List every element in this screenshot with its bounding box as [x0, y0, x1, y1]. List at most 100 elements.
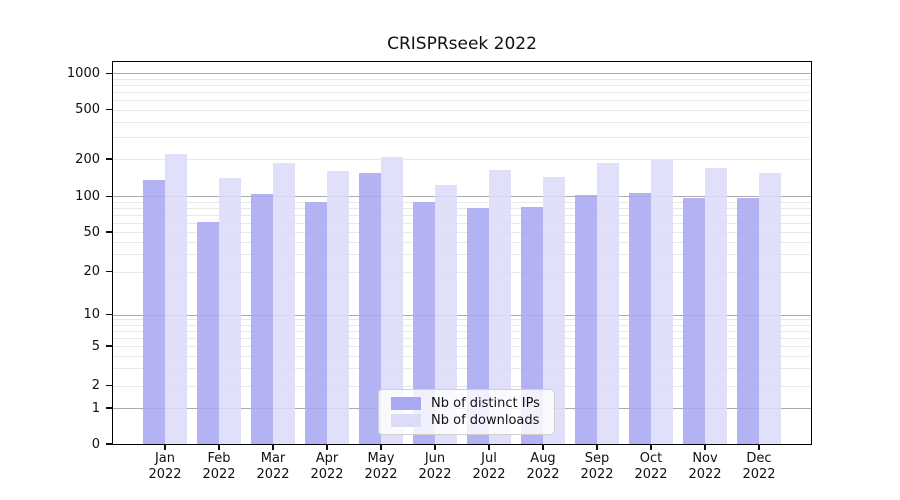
legend-label-downloads: Nb of downloads — [431, 413, 540, 428]
x-tick-label-sep: Sep 2022 — [567, 451, 627, 483]
bar-distinct-ips-dec — [737, 197, 759, 444]
gridline-minor-900 — [113, 78, 811, 80]
x-tick-label-mar: Mar 2022 — [243, 451, 303, 483]
y-tick-mark-2 — [106, 384, 113, 387]
x-tick-month: Apr — [315, 451, 339, 466]
x-tick-year: 2022 — [634, 467, 668, 482]
bar-downloads-sep — [597, 162, 619, 444]
y-tick-mark-1000 — [106, 72, 113, 74]
x-tick-year: 2022 — [472, 467, 506, 482]
x-tick-mark-oct — [650, 444, 652, 450]
bar-downloads-jul — [489, 170, 511, 444]
gridline-minor-600 — [113, 99, 811, 101]
x-tick-label-may: May 2022 — [351, 451, 411, 483]
y-tick-mark-100 — [106, 195, 113, 197]
gridline-minor-4 — [113, 355, 811, 357]
x-tick-mark-apr — [326, 444, 328, 450]
x-tick-mark-jul — [488, 444, 490, 450]
x-tick-month: Dec — [746, 451, 772, 466]
bar-distinct-ips-feb — [197, 221, 219, 444]
x-tick-mark-dec — [758, 444, 760, 450]
gridline-minor-70 — [113, 214, 811, 216]
x-tick-mark-feb — [218, 444, 220, 450]
gridline-minor-20 — [113, 271, 811, 273]
x-tick-label-dec: Dec 2022 — [729, 451, 789, 483]
gridline-major-100 — [113, 196, 811, 198]
gridline-minor-700 — [113, 91, 811, 93]
bar-downloads-dec — [759, 172, 781, 444]
gridline-minor-80 — [113, 207, 811, 209]
x-tick-mark-aug — [542, 444, 544, 450]
gridline-minor-200 — [113, 159, 811, 160]
y-tick-mark-200 — [106, 158, 113, 160]
y-tick-label-0: 0 — [91, 436, 100, 452]
x-tick-year: 2022 — [526, 467, 560, 482]
bar-distinct-ips-may — [359, 173, 381, 444]
bar-distinct-ips-jun — [413, 201, 435, 444]
gridline-minor-8 — [113, 324, 811, 326]
x-tick-mark-jan — [164, 444, 166, 450]
x-tick-year: 2022 — [418, 467, 452, 482]
legend: Nb of distinct IPs Nb of downloads — [378, 389, 555, 435]
gridline-minor-30 — [113, 254, 811, 256]
gridline-minor-3 — [113, 368, 811, 370]
legend-entry-downloads: Nb of downloads — [391, 412, 540, 429]
y-tick-mark-500 — [106, 108, 113, 111]
x-tick-label-jan: Jan 2022 — [135, 451, 195, 483]
gridline-minor-40 — [113, 241, 811, 243]
bar-downloads-mar — [273, 162, 295, 444]
bar-distinct-ips-mar — [251, 194, 273, 444]
x-tick-year: 2022 — [148, 467, 182, 482]
y-tick-label-200: 200 — [75, 151, 100, 167]
bar-distinct-ips-sep — [575, 194, 597, 444]
bar-downloads-feb — [219, 178, 241, 444]
legend-label-distinct-ips: Nb of distinct IPs — [431, 396, 540, 411]
x-tick-month: Nov — [692, 451, 718, 466]
bar-distinct-ips-apr — [305, 201, 327, 444]
bar-distinct-ips-oct — [629, 193, 651, 444]
bar-distinct-ips-nov — [683, 198, 705, 444]
chart-title: CRISPRseek 2022 — [387, 34, 537, 54]
x-tick-year: 2022 — [688, 467, 722, 482]
gridline-minor-50 — [113, 232, 811, 233]
gridline-minor-90 — [113, 201, 811, 203]
y-tick-label-20: 20 — [83, 264, 100, 279]
bar-downloads-oct — [651, 160, 673, 444]
x-tick-year: 2022 — [310, 467, 344, 482]
x-tick-month: Mar — [260, 451, 286, 466]
legend-swatch-distinct-ips — [391, 397, 421, 410]
legend-entry-distinct-ips: Nb of distinct IPs — [391, 395, 540, 412]
bar-distinct-ips-jul — [467, 208, 489, 444]
x-tick-month: Oct — [639, 451, 663, 466]
bar-downloads-aug — [543, 177, 565, 444]
gridline-minor-9 — [113, 319, 811, 321]
y-tick-mark-20 — [106, 270, 113, 273]
y-tick-label-2: 2 — [91, 378, 100, 393]
gridline-major-1000 — [113, 73, 811, 75]
bar-downloads-jun — [435, 184, 457, 444]
x-tick-month: Jul — [481, 451, 497, 466]
x-tick-mark-jun — [434, 444, 436, 450]
y-tick-label-50: 50 — [83, 224, 100, 240]
y-tick-label-5: 5 — [91, 338, 100, 354]
bar-downloads-nov — [705, 168, 727, 444]
gridline-minor-6 — [113, 337, 811, 339]
gridline-minor-300 — [113, 137, 811, 139]
y-tick-label-500: 500 — [75, 102, 100, 117]
x-tick-label-feb: Feb 2022 — [189, 451, 249, 483]
x-tick-month: May — [367, 451, 395, 466]
x-tick-mark-mar — [272, 444, 274, 450]
gridline-minor-800 — [113, 84, 811, 86]
y-tick-mark-5 — [106, 345, 113, 347]
x-tick-label-apr: Apr 2022 — [297, 451, 357, 483]
x-tick-year: 2022 — [202, 467, 236, 482]
y-tick-label-1: 1 — [91, 400, 100, 416]
plot-area: Nb of distinct IPs Nb of downloads — [112, 61, 812, 445]
bar-downloads-may — [381, 156, 403, 444]
x-tick-year: 2022 — [580, 467, 614, 482]
y-tick-mark-10 — [106, 313, 113, 316]
gridline-major-10 — [113, 314, 811, 316]
bar-distinct-ips-aug — [521, 207, 543, 444]
x-tick-mark-sep — [596, 444, 598, 450]
gridline-minor-2 — [113, 385, 811, 387]
